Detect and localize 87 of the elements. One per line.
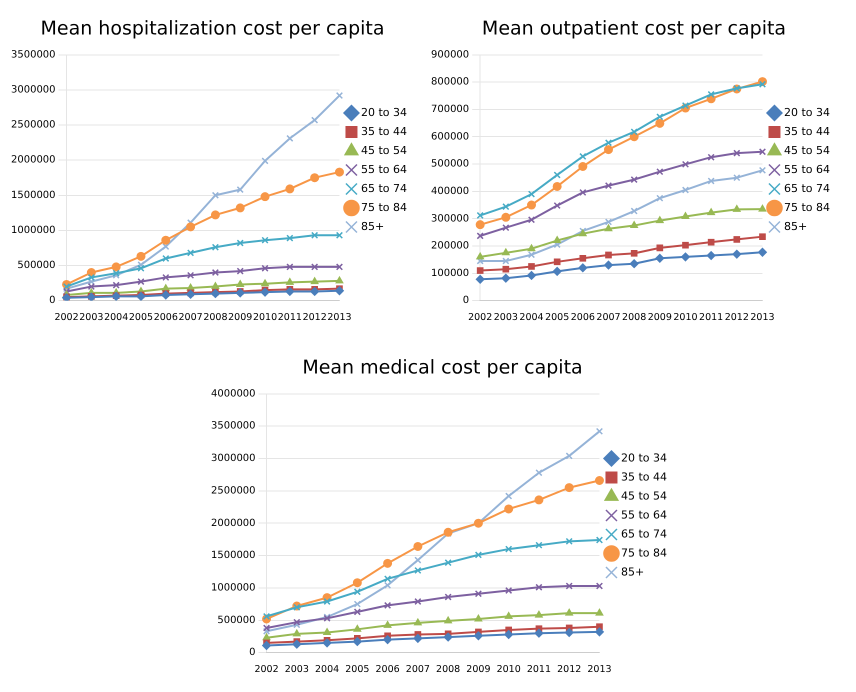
y-tick-label: 500000: [430, 158, 470, 170]
legend-label: 45 to 54: [784, 144, 830, 157]
legend-label: 20 to 34: [620, 451, 667, 464]
legend-label: 20 to 34: [360, 106, 407, 119]
x-tick-label: 2009: [466, 664, 490, 675]
legend-label: 85+: [784, 220, 808, 233]
x-tick-label: 2007: [596, 312, 621, 323]
legend-label: 85+: [620, 565, 644, 578]
x-tick-label: 2004: [519, 312, 544, 323]
x-tick-label: 2006: [376, 664, 400, 675]
x-tick-label: 2013: [327, 312, 352, 323]
legend-label: 65 to 74: [620, 527, 667, 540]
y-tick-label: 1500000: [10, 190, 56, 201]
y-tick-label: 100000: [430, 268, 470, 279]
y-tick-label: 3000000: [210, 453, 256, 464]
y-tick-label: 700000: [430, 104, 470, 116]
x-tick-label: 2008: [203, 312, 228, 323]
y-tick-label: 4000000: [210, 388, 256, 400]
x-tick-label: 2003: [494, 312, 518, 323]
legend-label: 35 to 44: [784, 124, 830, 138]
x-tick-label: 2009: [228, 312, 252, 323]
y-tick-label: 800000: [430, 76, 470, 88]
legend-label: 65 to 74: [784, 182, 830, 195]
y-tick-label: 0: [49, 295, 56, 306]
legend-label: 20 to 34: [784, 106, 830, 119]
legend-label: 55 to 64: [784, 162, 830, 176]
y-tick-label: 600000: [430, 131, 470, 142]
y-tick-label: 1500000: [210, 550, 256, 562]
x-tick-label: 2011: [278, 312, 302, 323]
x-tick-label: 2007: [178, 312, 203, 323]
x-tick-label: 2004: [104, 312, 128, 323]
x-tick-label: 2010: [496, 664, 521, 675]
x-tick-label: 2010: [252, 312, 278, 323]
x-tick-label: 2011: [526, 664, 552, 675]
x-tick-label: 2008: [436, 664, 460, 675]
legend-label: 75 to 84: [620, 546, 667, 560]
x-tick-label: 2012: [302, 312, 327, 323]
y-tick-label: 200000: [430, 240, 470, 252]
x-tick-label: 2002: [54, 312, 79, 323]
y-tick-label: 3000000: [10, 84, 56, 96]
legend-label: 55 to 64: [620, 508, 667, 522]
x-tick-label: 2004: [314, 664, 340, 675]
chart-title: Mean medical cost per capita: [302, 356, 583, 378]
x-tick-label: 2002: [254, 664, 279, 675]
x-tick-label: 2010: [673, 312, 698, 323]
x-tick-label: 2009: [648, 312, 672, 323]
x-tick-label: 2013: [750, 312, 775, 323]
y-tick-label: 500000: [17, 260, 56, 272]
x-tick-label: 2005: [128, 312, 154, 323]
legend-label: 45 to 54: [620, 489, 667, 502]
x-tick-label: 2012: [557, 664, 582, 675]
y-tick-label: 900000: [430, 49, 470, 60]
legend-label: 35 to 44: [360, 124, 407, 138]
x-tick-label: 2002: [468, 312, 492, 323]
x-tick-label: 2006: [570, 312, 595, 323]
legend-label: 65 to 74: [360, 182, 407, 195]
y-tick-label: 2500000: [210, 485, 256, 496]
x-tick-label: 2011: [699, 312, 724, 323]
y-tick-label: 1000000: [210, 582, 256, 594]
x-tick-label: 2012: [724, 312, 749, 323]
legend-label: 45 to 54: [360, 144, 407, 157]
y-tick-label: 500000: [217, 614, 256, 626]
legend-label: 55 to 64: [360, 162, 407, 176]
x-tick-label: 2005: [345, 664, 370, 675]
x-tick-label: 2013: [587, 664, 612, 675]
legend-label: 75 to 84: [360, 200, 407, 214]
chart-title: Mean hospitalization cost per capita: [40, 17, 384, 40]
x-tick-label: 2006: [154, 312, 178, 323]
y-tick-label: 2000000: [210, 518, 256, 529]
x-tick-label: 2003: [79, 312, 104, 323]
x-tick-label: 2005: [545, 312, 570, 323]
y-tick-label: 300000: [430, 213, 470, 224]
y-tick-label: 1000000: [10, 224, 56, 236]
y-tick-label: 3500000: [210, 420, 256, 432]
y-tick-label: 0: [249, 647, 256, 658]
x-tick-label: 2003: [284, 664, 309, 675]
legend-label: 85+: [360, 220, 384, 233]
y-tick-label: 2000000: [10, 154, 56, 166]
chart-title: Mean outpatient cost per capita: [482, 17, 786, 40]
x-tick-label: 2007: [406, 664, 430, 675]
legend-label: 75 to 84: [784, 200, 830, 214]
y-tick-label: 3500000: [10, 49, 56, 60]
x-tick-label: 2008: [622, 312, 646, 323]
y-tick-label: 2500000: [10, 120, 56, 131]
legend-label: 35 to 44: [620, 470, 667, 484]
y-tick-label: 400000: [430, 186, 470, 197]
y-tick-label: 0: [462, 295, 470, 306]
